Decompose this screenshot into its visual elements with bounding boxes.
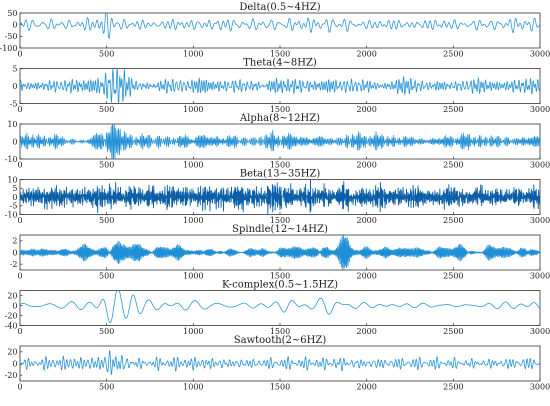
x-tick-label: 2000 bbox=[356, 327, 376, 336]
x-tick-label: 3000 bbox=[530, 272, 550, 281]
panel-4: Beta(13~35HZ) 0 500 1000 1500 2000 2500 3000 -10… bbox=[5, 169, 550, 226]
x-tick-label: 1500 bbox=[270, 105, 290, 114]
x-tick-label: 500 bbox=[99, 216, 114, 225]
y-tick-label: 0 bbox=[12, 193, 17, 202]
x-tick-label: 2000 bbox=[356, 216, 376, 225]
x-tick-label: 3000 bbox=[530, 50, 550, 59]
x-tick-label: 0 bbox=[17, 216, 22, 225]
y-tick-label: -5 bbox=[10, 99, 18, 108]
x-tick-label: 3000 bbox=[530, 216, 550, 225]
y-tick-label: -20 bbox=[5, 311, 18, 320]
x-tick-label: 500 bbox=[99, 161, 114, 170]
x-tick-label: 1500 bbox=[270, 272, 290, 281]
x-tick-label: 0 bbox=[17, 327, 22, 336]
x-tick-label: 500 bbox=[99, 327, 114, 336]
y-tick-label: -40 bbox=[5, 321, 18, 330]
x-tick-label: 3000 bbox=[530, 383, 550, 392]
x-tick-label: 1000 bbox=[183, 216, 203, 225]
y-tick-label: 0 bbox=[12, 82, 17, 91]
x-tick-label: 3000 bbox=[530, 105, 550, 114]
panel-7: Sawtooth(2~6HZ) 0 500 1000 1500 2000 2500 3000 -… bbox=[5, 335, 550, 392]
y-tick-label: 50 bbox=[7, 9, 17, 18]
x-tick-label: 500 bbox=[99, 50, 114, 59]
y-tick-label: -10 bbox=[5, 155, 18, 164]
y-tick-label: -100 bbox=[0, 44, 18, 53]
y-tick-label: 0 bbox=[12, 359, 17, 368]
x-tick-label: 2500 bbox=[443, 272, 463, 281]
x-tick-label: 1000 bbox=[183, 105, 203, 114]
series-line bbox=[20, 68, 540, 104]
x-tick-label: 2000 bbox=[356, 272, 376, 281]
x-tick-label: 500 bbox=[99, 383, 114, 392]
panel-1: Delta(0.5~4HZ)0 500 1000 1500 2000 2500 3000-1… bbox=[0, 2, 550, 59]
y-tick-label: 20 bbox=[7, 291, 17, 300]
x-tick-label: 2000 bbox=[356, 105, 376, 114]
x-tick-label: 0 bbox=[17, 105, 22, 114]
y-tick-label: -20 bbox=[5, 371, 18, 380]
axes-frame bbox=[19, 290, 541, 326]
x-tick-label: 1500 bbox=[270, 327, 290, 336]
x-tick-label: 1500 bbox=[270, 216, 290, 225]
x-tick-label: 2000 bbox=[356, 383, 376, 392]
x-tick-label: 2000 bbox=[356, 161, 376, 170]
x-tick-label: 2500 bbox=[443, 327, 463, 336]
y-tick-label: 0 bbox=[12, 20, 17, 29]
series-line bbox=[20, 290, 540, 324]
x-tick-label: 1500 bbox=[270, 383, 290, 392]
series-line bbox=[20, 235, 540, 270]
panel-title: Sawtooth(2~6HZ) bbox=[234, 335, 327, 346]
y-tick-label: -2 bbox=[10, 260, 18, 269]
panel-title: Delta(0.5~4HZ) bbox=[239, 2, 320, 13]
x-tick-label: 1000 bbox=[183, 383, 203, 392]
x-tick-label: 1500 bbox=[270, 50, 290, 59]
y-tick-label: 2 bbox=[12, 237, 17, 246]
panel-title: Theta(4~8HZ) bbox=[243, 58, 317, 69]
series-line bbox=[20, 179, 540, 215]
y-tick-label: 5 bbox=[12, 184, 17, 193]
y-tick-label: 20 bbox=[7, 348, 17, 357]
panel-5: Spindle(12~14HZ) 0 500 1000 1500 2000 2500 3000… bbox=[10, 224, 550, 281]
x-tick-label: 2000 bbox=[356, 50, 376, 59]
panel-title: Spindle(12~14HZ) bbox=[232, 224, 328, 235]
panel-title: Beta(13~35HZ) bbox=[240, 169, 321, 180]
x-tick-label: 1000 bbox=[183, 50, 203, 59]
y-tick-label: 0 bbox=[12, 137, 17, 146]
y-tick-label: -5 bbox=[10, 202, 18, 211]
y-tick-label: 0 bbox=[12, 248, 17, 257]
x-tick-label: 1000 bbox=[183, 272, 203, 281]
x-tick-label: 500 bbox=[99, 272, 114, 281]
x-tick-label: 1000 bbox=[183, 161, 203, 170]
y-tick-label: -50 bbox=[5, 32, 18, 41]
x-tick-label: 1500 bbox=[270, 161, 290, 170]
y-tick-label: 10 bbox=[7, 175, 17, 184]
x-tick-label: 0 bbox=[17, 161, 22, 170]
series-line bbox=[20, 13, 540, 39]
panel-title: K-complex(0.5~1.5HZ) bbox=[222, 280, 338, 291]
panel-2: Theta(4~8HZ)0 500 1000 1500 2000 2500 3000-505 bbox=[10, 58, 550, 115]
x-tick-label: 2500 bbox=[443, 105, 463, 114]
x-tick-label: 3000 bbox=[530, 161, 550, 170]
x-tick-label: 3000 bbox=[530, 327, 550, 336]
y-tick-label: -10 bbox=[5, 210, 18, 219]
x-tick-label: 2500 bbox=[443, 50, 463, 59]
y-tick-label: 5 bbox=[12, 64, 17, 73]
x-tick-label: 2500 bbox=[443, 161, 463, 170]
panel-title: Alpha(8~12HZ) bbox=[239, 113, 320, 124]
x-tick-label: 0 bbox=[17, 50, 22, 59]
panel-6: K-complex(0.5~1.5HZ) 0 500 1000 1500 2000 2500… bbox=[5, 280, 550, 337]
x-tick-label: 2500 bbox=[443, 383, 463, 392]
series-line bbox=[20, 124, 540, 159]
y-tick-label: 0 bbox=[12, 301, 17, 310]
x-tick-label: 0 bbox=[17, 383, 22, 392]
series-line bbox=[20, 350, 540, 375]
x-tick-label: 0 bbox=[17, 272, 22, 281]
x-tick-label: 1000 bbox=[183, 327, 203, 336]
x-tick-label: 500 bbox=[99, 105, 114, 114]
x-tick-label: 2500 bbox=[443, 216, 463, 225]
axes-frame bbox=[19, 12, 541, 49]
y-tick-label: 10 bbox=[7, 120, 17, 129]
panel-3: Alpha(8~12HZ) 0 500 1000 1500 2000 2500 3000 -10… bbox=[5, 113, 550, 170]
